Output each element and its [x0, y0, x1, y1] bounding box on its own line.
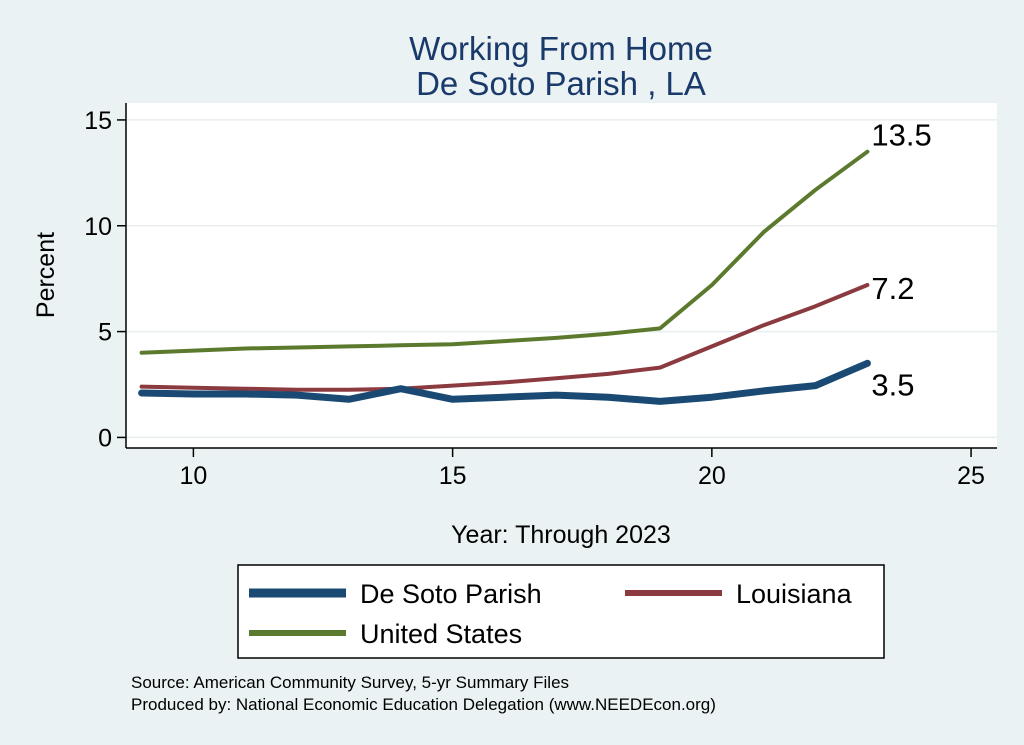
legend-label-0: De Soto Parish [360, 579, 542, 609]
series-line-1 [139, 283, 870, 392]
y-axis-label: Percent [32, 232, 60, 318]
series-line-0 [138, 359, 871, 405]
y-ticks: 0 5 10 15 [84, 107, 126, 452]
x-ticks: 10 15 20 25 [179, 448, 985, 490]
x-tick-label: 15 [439, 462, 467, 490]
end-label-1: 7.2 [871, 271, 914, 306]
chart-title: Working From Home [409, 30, 713, 67]
end-labels: 13.5 7.2 3.5 [871, 118, 931, 403]
source-line-2: Produced by: National Economic Education… [131, 695, 716, 714]
end-label-0: 3.5 [871, 367, 914, 402]
x-tick-label: 25 [957, 462, 985, 490]
source-line-1: Source: American Community Survey, 5-yr … [131, 673, 569, 692]
end-label-2: 13.5 [871, 118, 931, 153]
legend [237, 564, 885, 659]
y-tick-label: 0 [98, 424, 112, 452]
x-axis-label: Year: Through 2023 [451, 521, 671, 549]
legend-label-2: United States [360, 619, 522, 649]
y-tick-label: 5 [98, 319, 112, 347]
gridlines [126, 119, 997, 439]
x-tick-label: 20 [698, 462, 726, 490]
series-lines [138, 149, 871, 405]
legend-label-1: Louisiana [736, 579, 853, 609]
series-line-2 [139, 149, 870, 355]
legend-items: De Soto Parish Louisiana United States [249, 579, 853, 649]
y-tick-label: 10 [84, 213, 112, 241]
y-tick-label: 15 [84, 107, 112, 135]
chart-subtitle: De Soto Parish , LA [416, 65, 706, 102]
x-tick-label: 10 [179, 462, 207, 490]
